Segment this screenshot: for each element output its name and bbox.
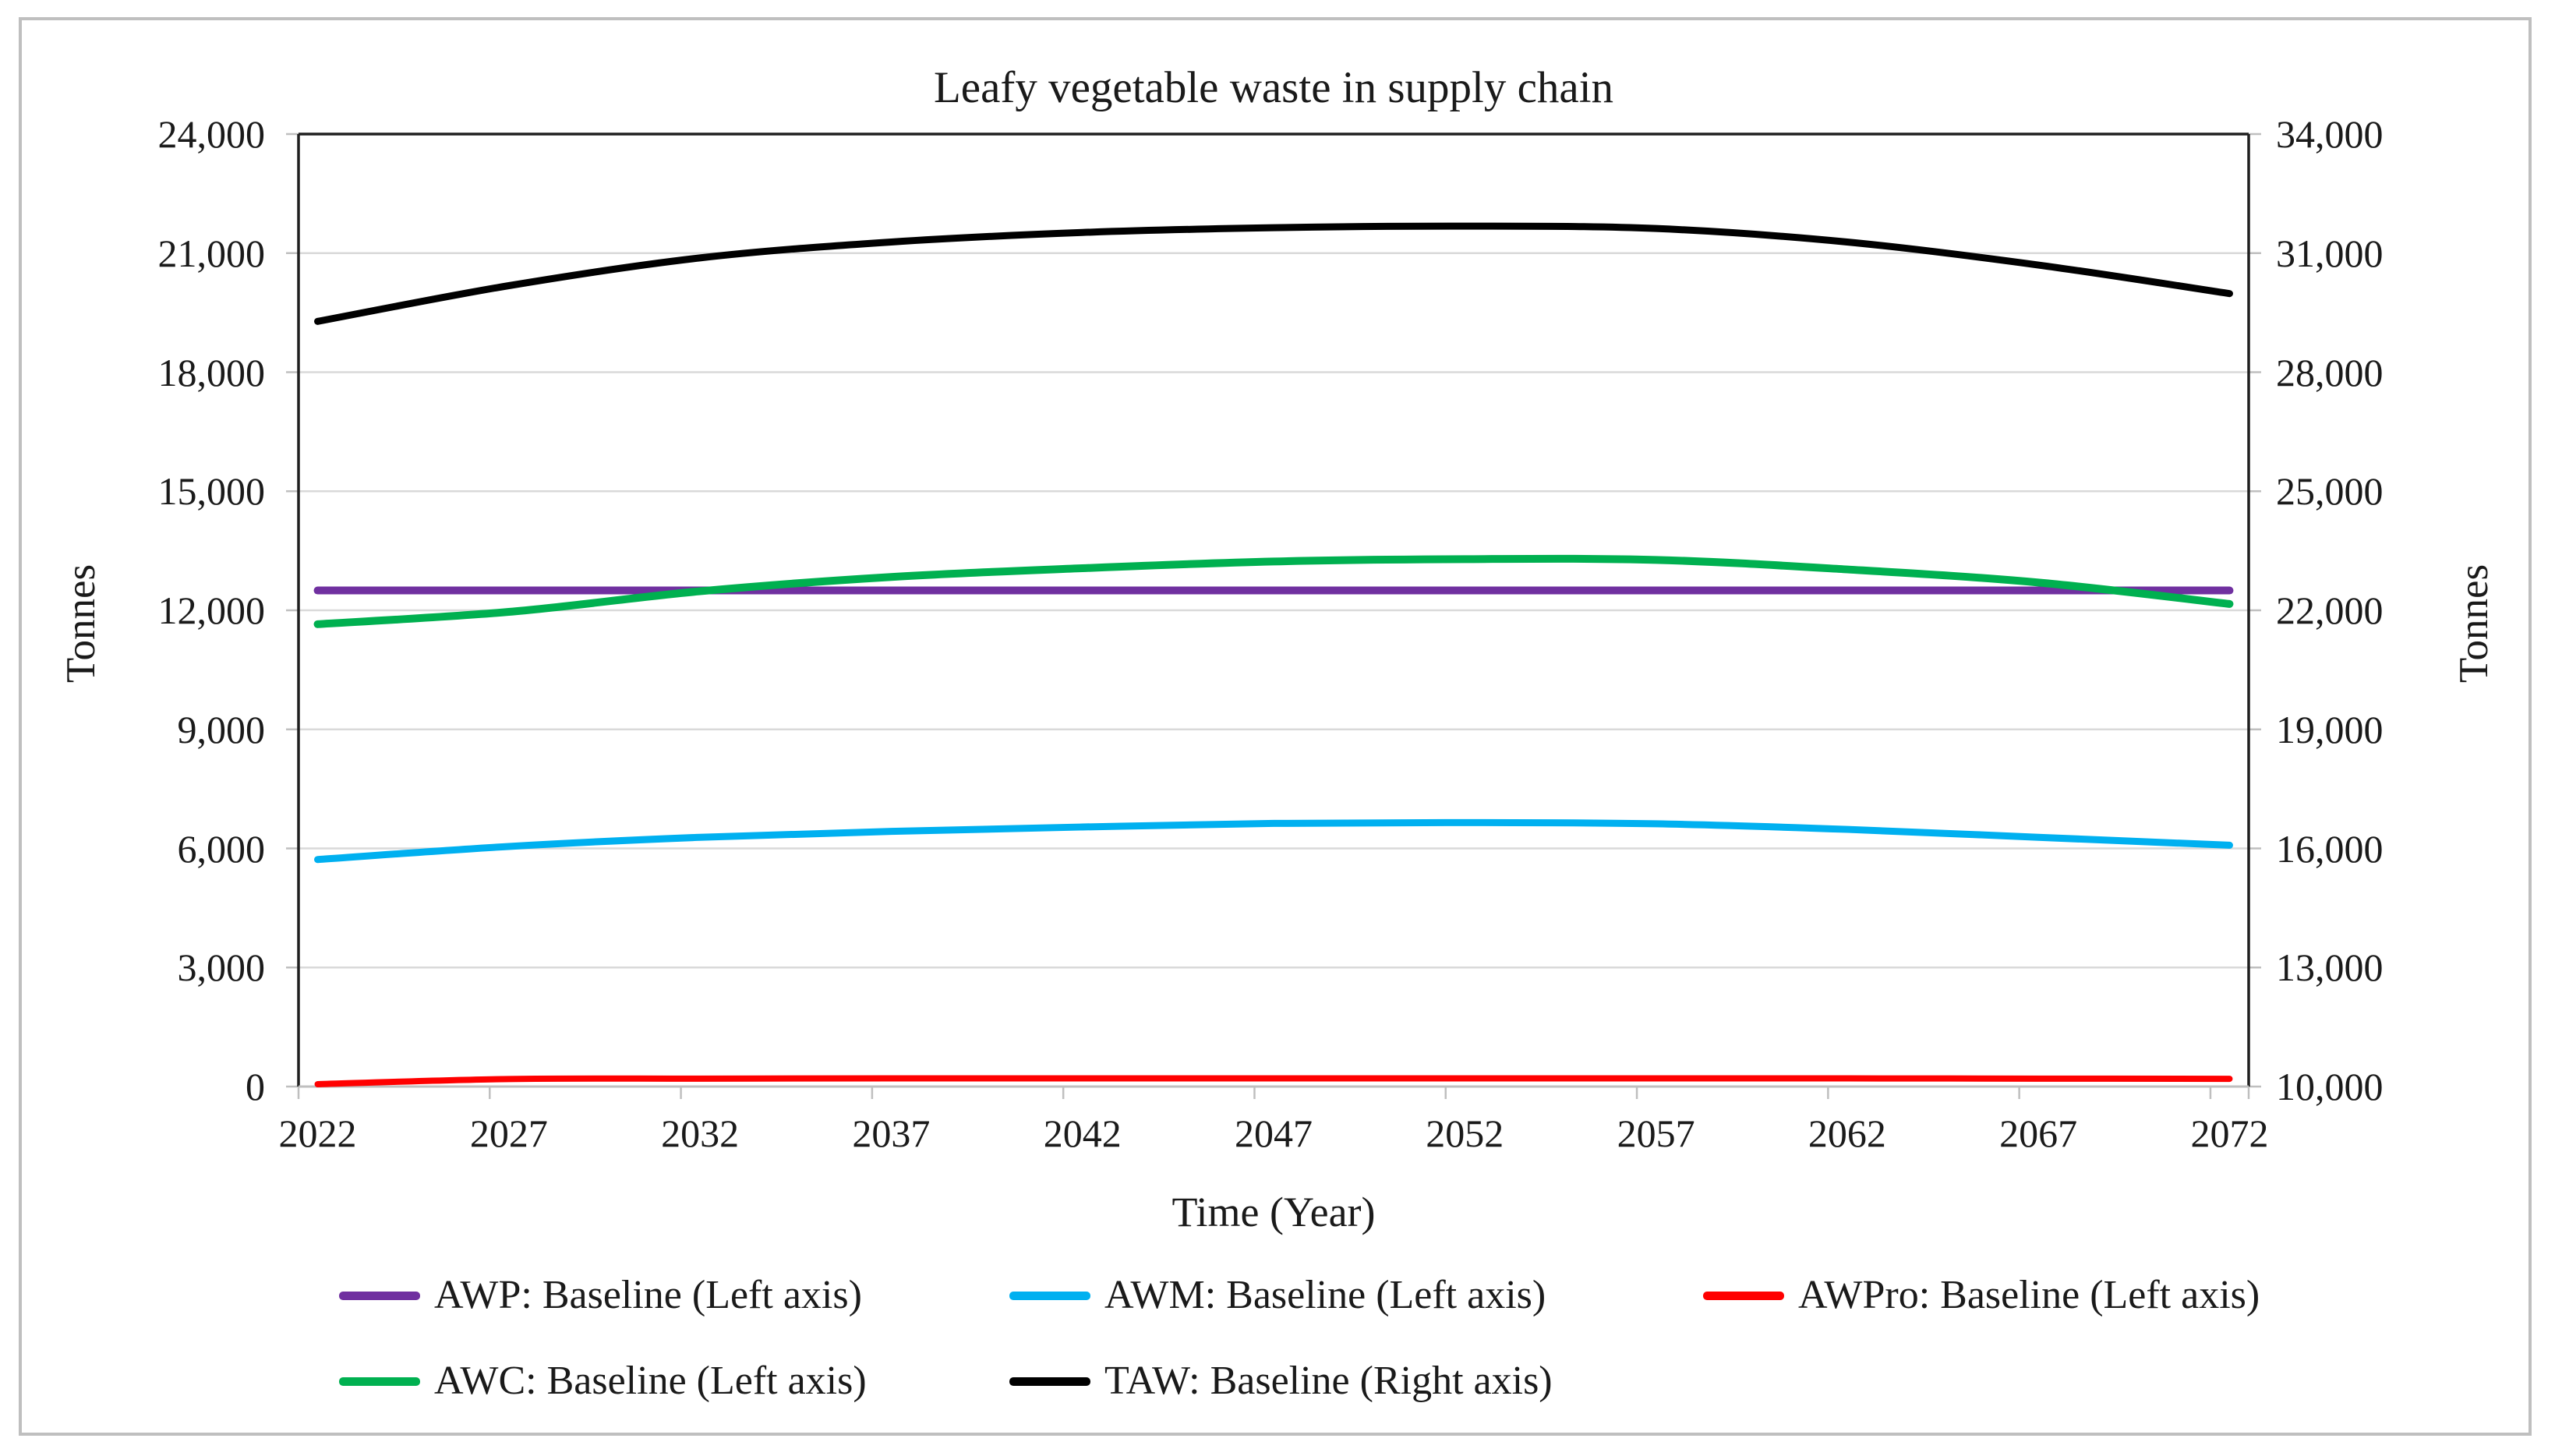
x-axis-tick-label: 2062: [1808, 1111, 1886, 1155]
y-axis-left-tick-label: 21,000: [157, 231, 266, 275]
legend-item-awm: AWM: Baseline (Left axis): [1009, 1270, 1546, 1320]
y-axis-left-tick-label: 0: [246, 1065, 265, 1108]
legend-item-taw: TAW: Baseline (Right axis): [1009, 1356, 1553, 1406]
y-axis-left-tick-label: 12,000: [157, 588, 266, 632]
y-axis-right-tick-label: 31,000: [2276, 231, 2384, 275]
x-axis-tick-label: 2037: [852, 1111, 931, 1155]
awm-line-swatch-icon: [1009, 1291, 1090, 1300]
legend-label-awc: AWC: Baseline (Left axis): [434, 1359, 867, 1403]
x-axis-tick-label: 2022: [278, 1111, 357, 1155]
y-axis-right-tick-label: 10,000: [2276, 1065, 2384, 1108]
chart-title: Leafy vegetable waste in supply chain: [933, 63, 1614, 112]
x-axis-tick-label: 2052: [1426, 1111, 1504, 1155]
y-axis-right-tick-label: 16,000: [2276, 826, 2384, 871]
y-axis-left-tick-label: 15,000: [157, 469, 266, 514]
legend-item-awpro: AWPro: Baseline (Left axis): [1703, 1270, 2260, 1320]
y-axis-left-tick-label: 24,000: [157, 112, 266, 156]
x-axis-tick-label: 2047: [1235, 1111, 1313, 1155]
y-axis-right-tick-label: 19,000: [2276, 707, 2384, 751]
taw-line-swatch-icon: [1009, 1376, 1090, 1386]
legend-item-awp: AWP: Baseline (Left axis): [339, 1270, 862, 1320]
x-axis-tick-label: 2032: [661, 1111, 740, 1155]
x-axis-tick-label: 2067: [1999, 1111, 2078, 1155]
x-axis-tick-label: 2027: [469, 1111, 548, 1155]
y-axis-right-tick-label: 34,000: [2276, 112, 2384, 156]
legend-label-awm: AWM: Baseline (Left axis): [1104, 1273, 1546, 1317]
y-axis-right-tick-label: 22,000: [2276, 588, 2384, 632]
legend-label-awp: AWP: Baseline (Left axis): [434, 1273, 862, 1317]
legend-label-awpro: AWPro: Baseline (Left axis): [1798, 1273, 2260, 1317]
awc-line-swatch-icon: [339, 1376, 420, 1386]
y-axis-right-tick-label: 13,000: [2276, 945, 2384, 990]
y-axis-right-tick-label: 25,000: [2276, 469, 2384, 514]
y-axis-left-tick-label: 6,000: [177, 826, 266, 871]
x-axis-tick-label: 2042: [1043, 1111, 1122, 1155]
awpro-line-swatch-icon: [1703, 1291, 1784, 1300]
x-axis-tick-label: 2057: [1617, 1111, 1695, 1155]
y-axis-left-tick-label: 9,000: [177, 707, 266, 751]
legend-label-taw: TAW: Baseline (Right axis): [1104, 1359, 1553, 1403]
x-axis-tick-label: 2072: [2190, 1111, 2269, 1155]
y-axis-right-tick-label: 28,000: [2276, 350, 2384, 394]
x-axis-title: Time (Year): [1171, 1189, 1376, 1235]
y-axis-left-tick-label: 3,000: [177, 945, 266, 990]
legend-item-awc: AWC: Baseline (Left axis): [339, 1356, 867, 1406]
awp-line-swatch-icon: [339, 1291, 420, 1300]
y-axis-left-tick-label: 18,000: [157, 350, 266, 394]
figure-border: [19, 17, 2532, 1436]
